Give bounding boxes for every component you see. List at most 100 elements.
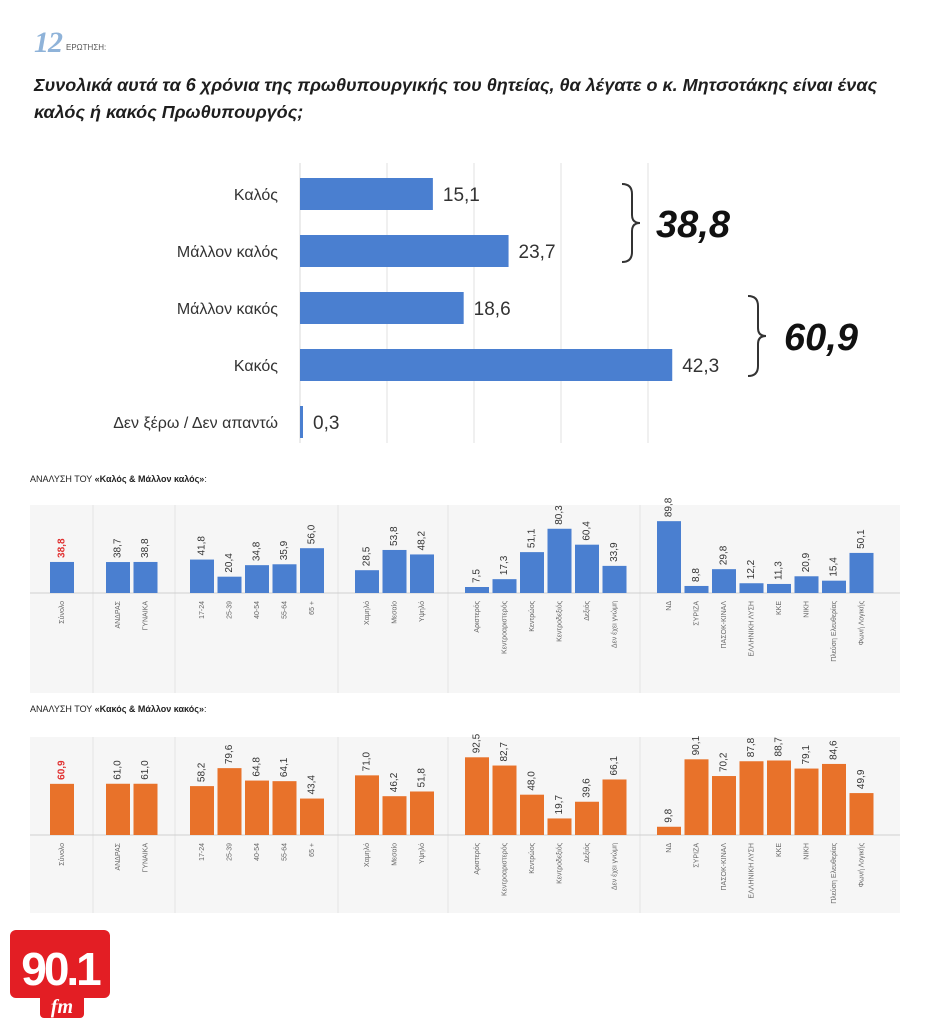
main-category-label: Καλός (234, 187, 278, 204)
analysis-category-label: Κεντρώος (528, 842, 536, 873)
main-category-label: Κακός (234, 358, 278, 375)
analysis-bar (849, 552, 874, 593)
analysis-category-label: Κεντροαριστερός (500, 842, 508, 896)
main-value-label: 0,3 (313, 413, 339, 434)
main-category-label: Μάλλον καλός (177, 244, 278, 261)
analysis-value-label: 33,9 (609, 542, 620, 562)
analysis-category-label: Χαμηλό (363, 601, 371, 625)
analysis-value-label: 8,8 (691, 568, 702, 582)
analysis-category-label: Κεντρώος (528, 600, 536, 631)
analysis-bad-emph: «Κακός & Μάλλον κακός» (94, 704, 204, 714)
analysis-value-label: 70,2 (719, 752, 730, 772)
analysis-category-label: Δεν έχει γνώμη (610, 601, 618, 648)
analysis-value-label: 58,2 (197, 762, 208, 782)
analysis-value-label: 43,4 (307, 775, 318, 795)
main-value-label: 42,3 (682, 356, 719, 377)
analysis-value-label: 53,8 (389, 526, 400, 546)
main-value-label: 23,7 (519, 242, 556, 263)
analysis-bar (355, 570, 379, 593)
analysis-bar (712, 569, 736, 593)
analysis-bar (849, 793, 874, 835)
analysis-bar (712, 776, 736, 835)
analysis-bar (217, 768, 242, 835)
analysis-bar (575, 544, 599, 593)
analysis-bar (767, 583, 791, 593)
analysis-category-label: 25-39 (226, 601, 233, 619)
logo-number: 90.1 (21, 943, 101, 995)
analysis-category-label: Δεν έχει γνώμη (610, 843, 618, 890)
analysis-category-label: ΓΥΝΑΙΚΑ (142, 843, 149, 873)
analysis-category-label: 17-24 (199, 601, 206, 619)
analysis-category-label: 25-39 (226, 843, 233, 861)
analysis-value-label: 61,0 (113, 760, 124, 780)
analysis-bar (190, 786, 214, 835)
analysis-bar (547, 528, 572, 593)
main-bar (300, 178, 433, 210)
analysis-bar (133, 783, 158, 835)
analysis-category-label: ΚΚΕ (776, 843, 783, 857)
analysis-value-label: 50,1 (856, 529, 867, 549)
analysis-category-label: Μεσαίο (390, 843, 398, 866)
analysis-category-label: ΣΥΡΙΖΑ (693, 601, 700, 626)
analysis-bad-suffix: : (203, 704, 207, 714)
analysis-value-label: 60,4 (582, 521, 593, 541)
main-value-label: 18,6 (474, 299, 511, 320)
analysis-bar (355, 775, 379, 835)
analysis-category-label: ΝΔ (666, 601, 673, 611)
analysis-category-label: Αριστερός (473, 600, 481, 632)
analysis-category-label: 55-64 (281, 601, 288, 619)
main-bar (300, 349, 673, 381)
analysis-category-label: Πλεύση Ελευθερίας (830, 600, 838, 661)
bracket-total-bad: 60,9 (784, 317, 858, 359)
analysis-good-prefix: ΑΝΑΛΥΣΗ ΤΟΥ (30, 474, 95, 484)
analysis-category-label: Υψηλό (418, 843, 426, 864)
analysis-good-title: ΑΝΑΛΥΣΗ ΤΟΥ «Καλός & Μάλλον καλός»: (30, 474, 207, 484)
analysis-category-label: ΣΥΡΙΖΑ (693, 843, 700, 868)
analysis-value-label: 80,3 (554, 505, 565, 525)
analysis-category-label: Σύνολο (58, 843, 66, 866)
analysis-bar (822, 580, 846, 593)
analysis-value-label: 38,7 (113, 538, 124, 558)
analysis-value-label: 60,9 (57, 760, 68, 780)
analysis-value-label: 41,8 (197, 536, 208, 556)
analysis-value-label: 17,3 (499, 555, 510, 575)
analysis-value-label: 39,6 (582, 778, 593, 798)
logo-tab (40, 994, 84, 1018)
analysis-bar (520, 794, 544, 835)
analysis-bar (684, 759, 709, 835)
question-number: 12 ΕΡΩΤΗΣΗ: (34, 28, 106, 58)
analysis-category-label: ΝΙΚΗ (803, 843, 810, 860)
analysis-bar (106, 783, 130, 835)
analysis-value-label: 87,8 (746, 737, 757, 757)
analysis-good-chart: 38,8 Σύνολο 38,7 ΑΝΔΡΑΣ 38,8 ΓΥΝΑΙΚΑ 41,8 17-24… (30, 497, 900, 693)
analysis-category-label: ΝΙΚΗ (803, 601, 810, 618)
logo-background (10, 930, 110, 998)
bracket-total-good: 38,8 (656, 204, 731, 246)
analysis-category-label: Αριστερός (473, 842, 481, 874)
analysis-value-label: 20,9 (801, 552, 812, 572)
analysis-bad-prefix: ΑΝΑΛΥΣΗ ΤΟΥ (30, 704, 95, 714)
analysis-value-label: 90,1 (691, 735, 702, 755)
analysis-value-label: 89,8 (664, 497, 675, 517)
analysis-category-label: Μεσαίο (390, 601, 398, 624)
analysis-value-label: 12,2 (746, 559, 757, 579)
bracket-shape (747, 295, 767, 377)
analysis-bar (520, 552, 544, 593)
analysis-category-label: Πλεύση Ελευθερίας (830, 842, 838, 903)
bracket-shape (621, 183, 641, 263)
analysis-good-suffix: : (204, 474, 207, 484)
analysis-category-label: Δεξιός (583, 600, 591, 620)
analysis-category-label: 65 + (309, 843, 316, 857)
analysis-category-label: Κεντροαριστερός (500, 600, 508, 654)
analysis-bar (50, 783, 74, 835)
analysis-category-label: Υψηλό (418, 601, 426, 622)
analysis-value-label: 7,5 (472, 569, 483, 583)
main-bar-chart: Καλός 15,1 Μάλλον καλός 23,7 Μάλλον κακός 18,… (113, 163, 858, 443)
analysis-category-label: ΓΥΝΑΙΚΑ (142, 601, 149, 631)
main-bar (300, 406, 303, 438)
analysis-category-label: Κεντροδεξιός (555, 600, 563, 642)
analysis-category-label: ΑΝΔΡΑΣ (115, 600, 122, 628)
analysis-value-label: 71,0 (362, 751, 373, 771)
main-value-label: 15,1 (443, 185, 480, 206)
analysis-value-label: 79,6 (224, 744, 235, 764)
